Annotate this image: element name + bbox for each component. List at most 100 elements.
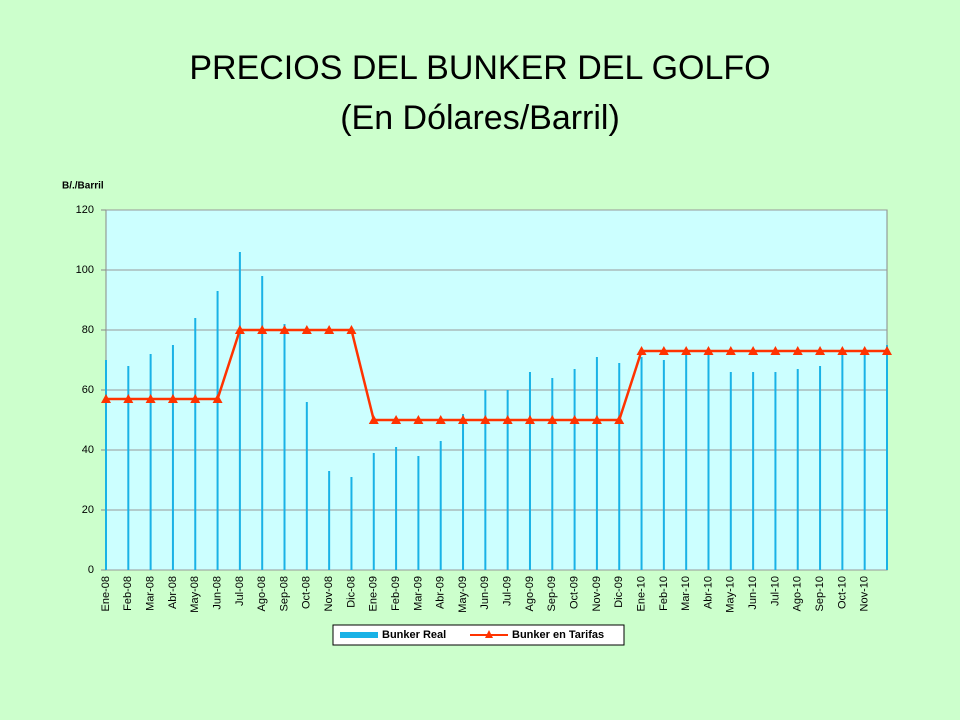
bar — [395, 447, 398, 570]
x-tick-label: Mar-08 — [145, 576, 157, 611]
bar — [841, 354, 844, 570]
x-tick-label: Jul-08 — [234, 576, 246, 606]
x-tick-label: Jul-09 — [502, 576, 514, 606]
x-tick-label: Ago-10 — [792, 576, 804, 611]
x-tick-label: Ago-08 — [256, 576, 268, 611]
x-tick-label: Sep-08 — [278, 576, 290, 611]
line-marker — [837, 346, 848, 355]
bar — [305, 402, 308, 570]
x-tick-label: Nov-08 — [323, 576, 335, 611]
bar — [551, 378, 554, 570]
x-tick-label: Mar-09 — [412, 576, 424, 611]
legend-label: Bunker Real — [382, 629, 446, 641]
line — [106, 328, 887, 422]
bar — [127, 366, 130, 570]
bar — [573, 369, 576, 570]
bar — [484, 390, 487, 570]
line-marker — [703, 346, 714, 355]
line-marker — [748, 346, 759, 355]
bar — [105, 360, 107, 570]
legend-label: Bunker en Tarifas — [512, 629, 604, 641]
bar — [796, 369, 799, 570]
bar — [729, 372, 732, 570]
y-tick-label: 60 — [82, 384, 94, 396]
bar — [640, 357, 643, 570]
legend-swatch — [340, 632, 378, 638]
line-marker — [234, 325, 245, 334]
x-tick-label: Nov-10 — [859, 576, 871, 611]
legend: Bunker Real Bunker en Tarifas — [332, 624, 625, 646]
bar — [283, 324, 286, 570]
y-tick-label: 120 — [76, 204, 94, 216]
x-tick-label: Ene-09 — [368, 576, 380, 611]
line-marker — [413, 415, 424, 424]
x-tick-label: May-08 — [189, 576, 201, 613]
y-tick-label: 100 — [76, 264, 94, 276]
y-tick-label: 0 — [88, 564, 94, 576]
bar — [328, 471, 331, 570]
bar — [171, 345, 174, 570]
line-marker — [368, 415, 379, 424]
chart-subtitle: (En Dólares/Barril) — [340, 99, 620, 137]
x-tick-label: Jun-09 — [479, 576, 491, 610]
bar — [774, 372, 777, 570]
x-tick-label: Oct-10 — [836, 576, 848, 609]
x-tick-label: Sep-10 — [814, 576, 826, 611]
line-marker — [770, 346, 781, 355]
y-axis-label: B/./Barril — [62, 181, 104, 192]
line-marker — [101, 394, 111, 403]
bar — [707, 351, 710, 570]
x-tick-label: Sep-09 — [546, 576, 558, 611]
x-tick-label: Dic-08 — [345, 576, 357, 608]
x-tick-label: Abr-10 — [702, 576, 714, 609]
line-marker — [279, 325, 290, 334]
x-tick-label: Feb-08 — [122, 576, 134, 611]
line-marker — [658, 346, 669, 355]
line-marker — [524, 415, 535, 424]
bar — [261, 276, 264, 570]
bar — [819, 366, 822, 570]
bar — [216, 291, 219, 570]
line-marker — [167, 394, 178, 403]
bar — [417, 456, 420, 570]
x-tick-label: Oct-08 — [301, 576, 313, 609]
line-marker — [301, 325, 312, 334]
line-marker — [391, 415, 402, 424]
line-marker — [502, 415, 513, 424]
chart-title: PRECIOS DEL BUNKER DEL GOLFO — [189, 49, 770, 87]
bar — [685, 354, 688, 570]
bar — [618, 363, 621, 570]
legend-marker — [485, 630, 493, 638]
bar — [149, 354, 152, 570]
line-marker — [725, 346, 736, 355]
y-tick-label: 80 — [82, 324, 94, 336]
line-marker — [815, 346, 826, 355]
line-marker — [859, 346, 870, 355]
line-marker — [346, 325, 357, 334]
x-tick-label: Abr-09 — [435, 576, 447, 609]
line-marker — [212, 394, 223, 403]
bar — [595, 357, 598, 570]
line-marker — [480, 415, 491, 424]
x-tick-label: Nov-09 — [591, 576, 603, 611]
x-tick-label: Jul-10 — [769, 576, 781, 606]
line-marker — [681, 346, 692, 355]
x-tick-label: Ene-10 — [635, 576, 647, 611]
bar — [350, 477, 353, 570]
bar — [662, 360, 665, 570]
bar — [194, 318, 197, 570]
x-tick-label: Abr-08 — [167, 576, 179, 609]
line-marker — [569, 415, 580, 424]
x-tick-label: Dic-09 — [613, 576, 625, 608]
line-marker — [614, 415, 625, 424]
x-tick-label: Oct-09 — [569, 576, 581, 609]
x-tick-label: May-10 — [725, 576, 737, 613]
bar — [752, 372, 755, 570]
line-marker — [145, 394, 156, 403]
bar — [238, 252, 241, 570]
bar — [372, 453, 375, 570]
x-tick-label: Jun-08 — [211, 576, 223, 610]
x-tick-label: Feb-09 — [390, 576, 402, 611]
bar — [506, 390, 509, 570]
